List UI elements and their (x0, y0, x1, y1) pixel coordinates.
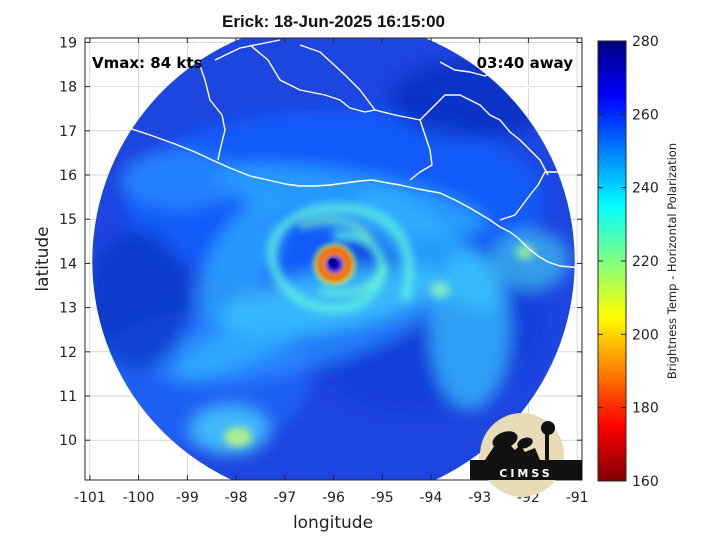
x-tick-label: -97 (273, 490, 296, 506)
x-axis-ticks: -101 -100 -99 -98 -97 -96 -95 -94 -93 -92 -91 (74, 38, 589, 506)
coastlines (85, 38, 582, 269)
colorbar: 160 180 200 220 240 260 280 Brightness Temp - … (597, 34, 679, 490)
y-tick-label: 19 (59, 35, 77, 51)
plot-title: Erick: 18-Jun-2025 16:15:00 (221, 12, 446, 31)
y-tick-label: 12 (59, 345, 77, 361)
microwave-swath (92, 38, 575, 480)
gulf-coastline (439, 61, 582, 106)
colorbar-label: Brightness Temp - Horizontal Polarizatio… (665, 143, 679, 379)
cimss-logo: CIMSS (470, 413, 582, 497)
yucatan-coast (549, 119, 582, 131)
storm-eye (328, 258, 337, 267)
colorbar-tick-label: 240 (632, 181, 659, 197)
x-axis-label: longitude (293, 513, 373, 533)
x-tick-label: -94 (420, 490, 443, 506)
swath-texture (92, 60, 570, 455)
colorbar-tick-label: 200 (632, 327, 659, 343)
y-tick-label: 13 (59, 301, 77, 317)
y-tick-label: 17 (59, 124, 77, 140)
colorbar-tick-label: 260 (632, 107, 659, 123)
y-tick-label: 16 (59, 168, 77, 184)
y-tick-label: 10 (59, 433, 77, 449)
colorbar-tick-label: 280 (632, 34, 659, 50)
x-tick-label: -99 (176, 490, 199, 506)
plot-area (85, 38, 582, 480)
x-tick-label: -91 (566, 490, 589, 506)
logo-text: CIMSS (499, 467, 552, 480)
x-tick-label: -101 (74, 490, 106, 506)
y-axis-label: latitude (33, 226, 53, 291)
y-axis-ticks: 10 11 12 13 14 15 16 17 18 19 (59, 35, 582, 449)
time-offset-annotation: 03:40 away (477, 54, 574, 72)
spiral-bands (224, 202, 535, 447)
x-tick-label: -96 (322, 490, 345, 506)
state-border-oaxaca-veracruz (299, 44, 433, 181)
x-tick-label: -98 (225, 490, 248, 506)
y-tick-label: 11 (59, 389, 77, 405)
y-tick-label: 15 (59, 212, 77, 228)
state-border-guerrero-oaxaca (197, 38, 226, 161)
logo-tower-top (541, 421, 555, 435)
y-tick-label: 18 (59, 80, 77, 96)
north-border (214, 39, 281, 61)
state-border-oaxaca-chiapas (419, 94, 549, 176)
colorbar-tick-label: 220 (632, 254, 659, 270)
mexico-pacific-coastline (85, 116, 582, 269)
vmax-annotation: Vmax: 84 kts (92, 54, 202, 72)
logo-dish-icon (492, 431, 518, 449)
colorbar-tick-label: 160 (632, 474, 659, 490)
x-tick-label: -93 (468, 490, 491, 506)
logo-tower (545, 432, 549, 462)
colorbar-ticks: 160 180 200 220 240 260 280 (598, 34, 659, 490)
logo-base (470, 460, 582, 480)
border-mexico-guatemala (499, 171, 582, 221)
state-border-oaxaca-puebla (249, 44, 376, 113)
colorbar-tick-label: 180 (632, 401, 659, 417)
y-tick-label: 14 (59, 256, 77, 272)
x-tick-label: -100 (123, 490, 155, 506)
x-tick-label: -95 (371, 490, 394, 506)
logo-dish-small-icon (517, 437, 533, 449)
